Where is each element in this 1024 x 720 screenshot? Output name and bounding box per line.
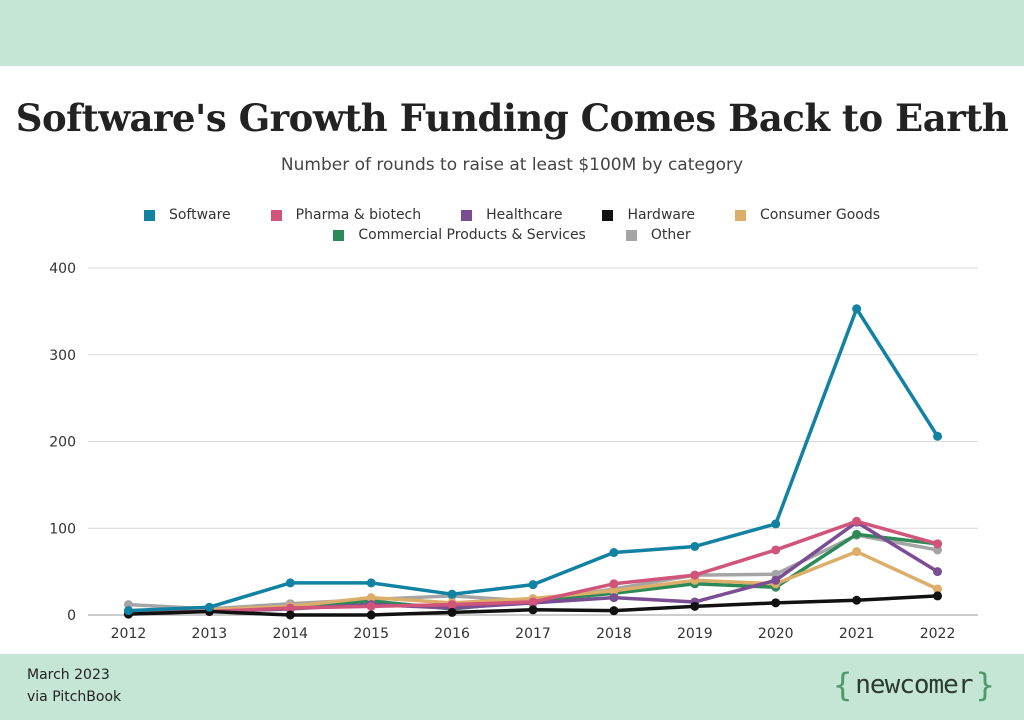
data-point-healthcare xyxy=(609,593,619,603)
x-tick-label: 2018 xyxy=(596,626,632,642)
data-point-hardware xyxy=(771,598,781,608)
data-point-pharma-biotech xyxy=(285,603,295,613)
series-line-software xyxy=(126,307,940,613)
top-band xyxy=(0,0,1024,66)
x-tick-label: 2019 xyxy=(677,626,713,642)
legend-label-pharma: Pharma & biotech xyxy=(295,207,422,223)
x-tick-label: 2017 xyxy=(515,626,551,642)
legend-item-consumer-goods: Consumer Goods xyxy=(735,207,880,223)
data-point-software xyxy=(123,606,133,616)
line-chart: 0 100 200 300 400 2012 2013 2014 2015 2016 2017 201… xyxy=(49,261,978,642)
data-point-hardware xyxy=(447,607,457,617)
legend-label-other: Other xyxy=(650,227,691,243)
legend-item-other: Other xyxy=(625,227,691,243)
data-point-consumer-goods xyxy=(933,584,943,594)
data-point-healthcare xyxy=(771,575,781,585)
data-point-software xyxy=(447,589,457,599)
data-point-software xyxy=(771,519,781,529)
data-point-consumer-goods xyxy=(366,593,376,603)
legend-item-commercial: Commercial Products & Services xyxy=(333,227,586,243)
legend-swatch-other xyxy=(625,229,637,241)
data-point-hardware xyxy=(285,610,295,620)
y-tick-label: 400 xyxy=(49,261,76,277)
legend-label-healthcare: Healthcare xyxy=(486,207,563,223)
x-tick-label: 2020 xyxy=(758,626,794,642)
legend-swatch-software xyxy=(143,209,155,221)
legend-swatch-pharma xyxy=(270,209,282,221)
data-point-pharma-biotech xyxy=(366,601,376,611)
legend-row-1: Software Pharma & biotech Healthcare Har… xyxy=(0,207,1024,223)
data-point-hardware xyxy=(933,591,943,601)
y-tick-label: 100 xyxy=(49,521,76,537)
legend-swatch-consumer-goods xyxy=(735,209,747,221)
legend-swatch-healthcare xyxy=(461,209,473,221)
footer-date: March 2023 xyxy=(27,667,110,683)
data-point-consumer-goods xyxy=(852,547,862,557)
x-tick-label: 2016 xyxy=(434,626,470,642)
legend-swatch-commercial xyxy=(333,229,345,241)
legend-label-commercial: Commercial Products & Services xyxy=(358,227,586,243)
data-point-pharma-biotech xyxy=(933,539,943,549)
data-point-pharma-biotech xyxy=(447,600,457,610)
legend-item-software: Software xyxy=(143,207,231,223)
data-point-hardware xyxy=(690,601,700,611)
chart-subtitle: Number of rounds to raise at least $100M… xyxy=(280,155,744,175)
x-tick-label: 2012 xyxy=(111,626,147,642)
data-point-consumer-goods xyxy=(609,586,619,596)
x-tick-label: 2014 xyxy=(272,626,308,642)
logo-text: newcomer xyxy=(855,670,973,700)
data-point-software xyxy=(528,580,538,590)
data-point-pharma-biotech xyxy=(771,545,781,555)
x-tick-label: 2022 xyxy=(920,626,956,642)
data-point-hardware xyxy=(366,610,376,620)
data-point-pharma-biotech xyxy=(690,570,700,580)
legend-item-pharma: Pharma & biotech xyxy=(270,207,422,223)
newcomer-logo: {newcomer} xyxy=(833,666,995,704)
chart-title: Software's Growth Funding Comes Back to … xyxy=(15,96,1009,140)
data-point-pharma-biotech xyxy=(609,579,619,589)
legend-label-hardware: Hardware xyxy=(627,207,696,223)
data-point-software xyxy=(690,541,700,551)
x-tick-label: 2021 xyxy=(839,626,875,642)
y-tick-label: 300 xyxy=(49,348,76,364)
legend-swatch-hardware xyxy=(602,209,614,221)
data-point-pharma-biotech xyxy=(528,597,538,607)
data-point-software xyxy=(933,431,943,441)
legend-item-hardware: Hardware xyxy=(602,207,695,223)
data-point-software xyxy=(204,602,214,612)
legend-item-healthcare: Healthcare xyxy=(461,207,562,223)
legend-row-2: Commercial Products & Services Other xyxy=(0,227,1024,243)
footer-source: via PitchBook xyxy=(27,689,122,705)
data-point-pharma-biotech xyxy=(852,516,862,526)
data-point-commercial-products-services xyxy=(852,529,862,539)
data-point-software xyxy=(285,578,295,588)
data-point-hardware xyxy=(528,605,538,615)
data-point-hardware xyxy=(609,606,619,616)
y-tick-label: 200 xyxy=(49,435,76,451)
data-point-software xyxy=(852,304,862,314)
x-tick-label: 2015 xyxy=(353,626,389,642)
legend-label-software: Software xyxy=(168,207,231,223)
data-point-hardware xyxy=(852,595,862,605)
y-tick-label: 0 xyxy=(67,608,76,624)
data-point-software xyxy=(366,578,376,588)
bottom-band xyxy=(0,654,1024,720)
data-point-healthcare xyxy=(933,567,943,577)
legend-label-consumer-goods: Consumer Goods xyxy=(760,207,881,223)
data-point-software xyxy=(609,548,619,558)
x-tick-label: 2013 xyxy=(192,626,228,642)
